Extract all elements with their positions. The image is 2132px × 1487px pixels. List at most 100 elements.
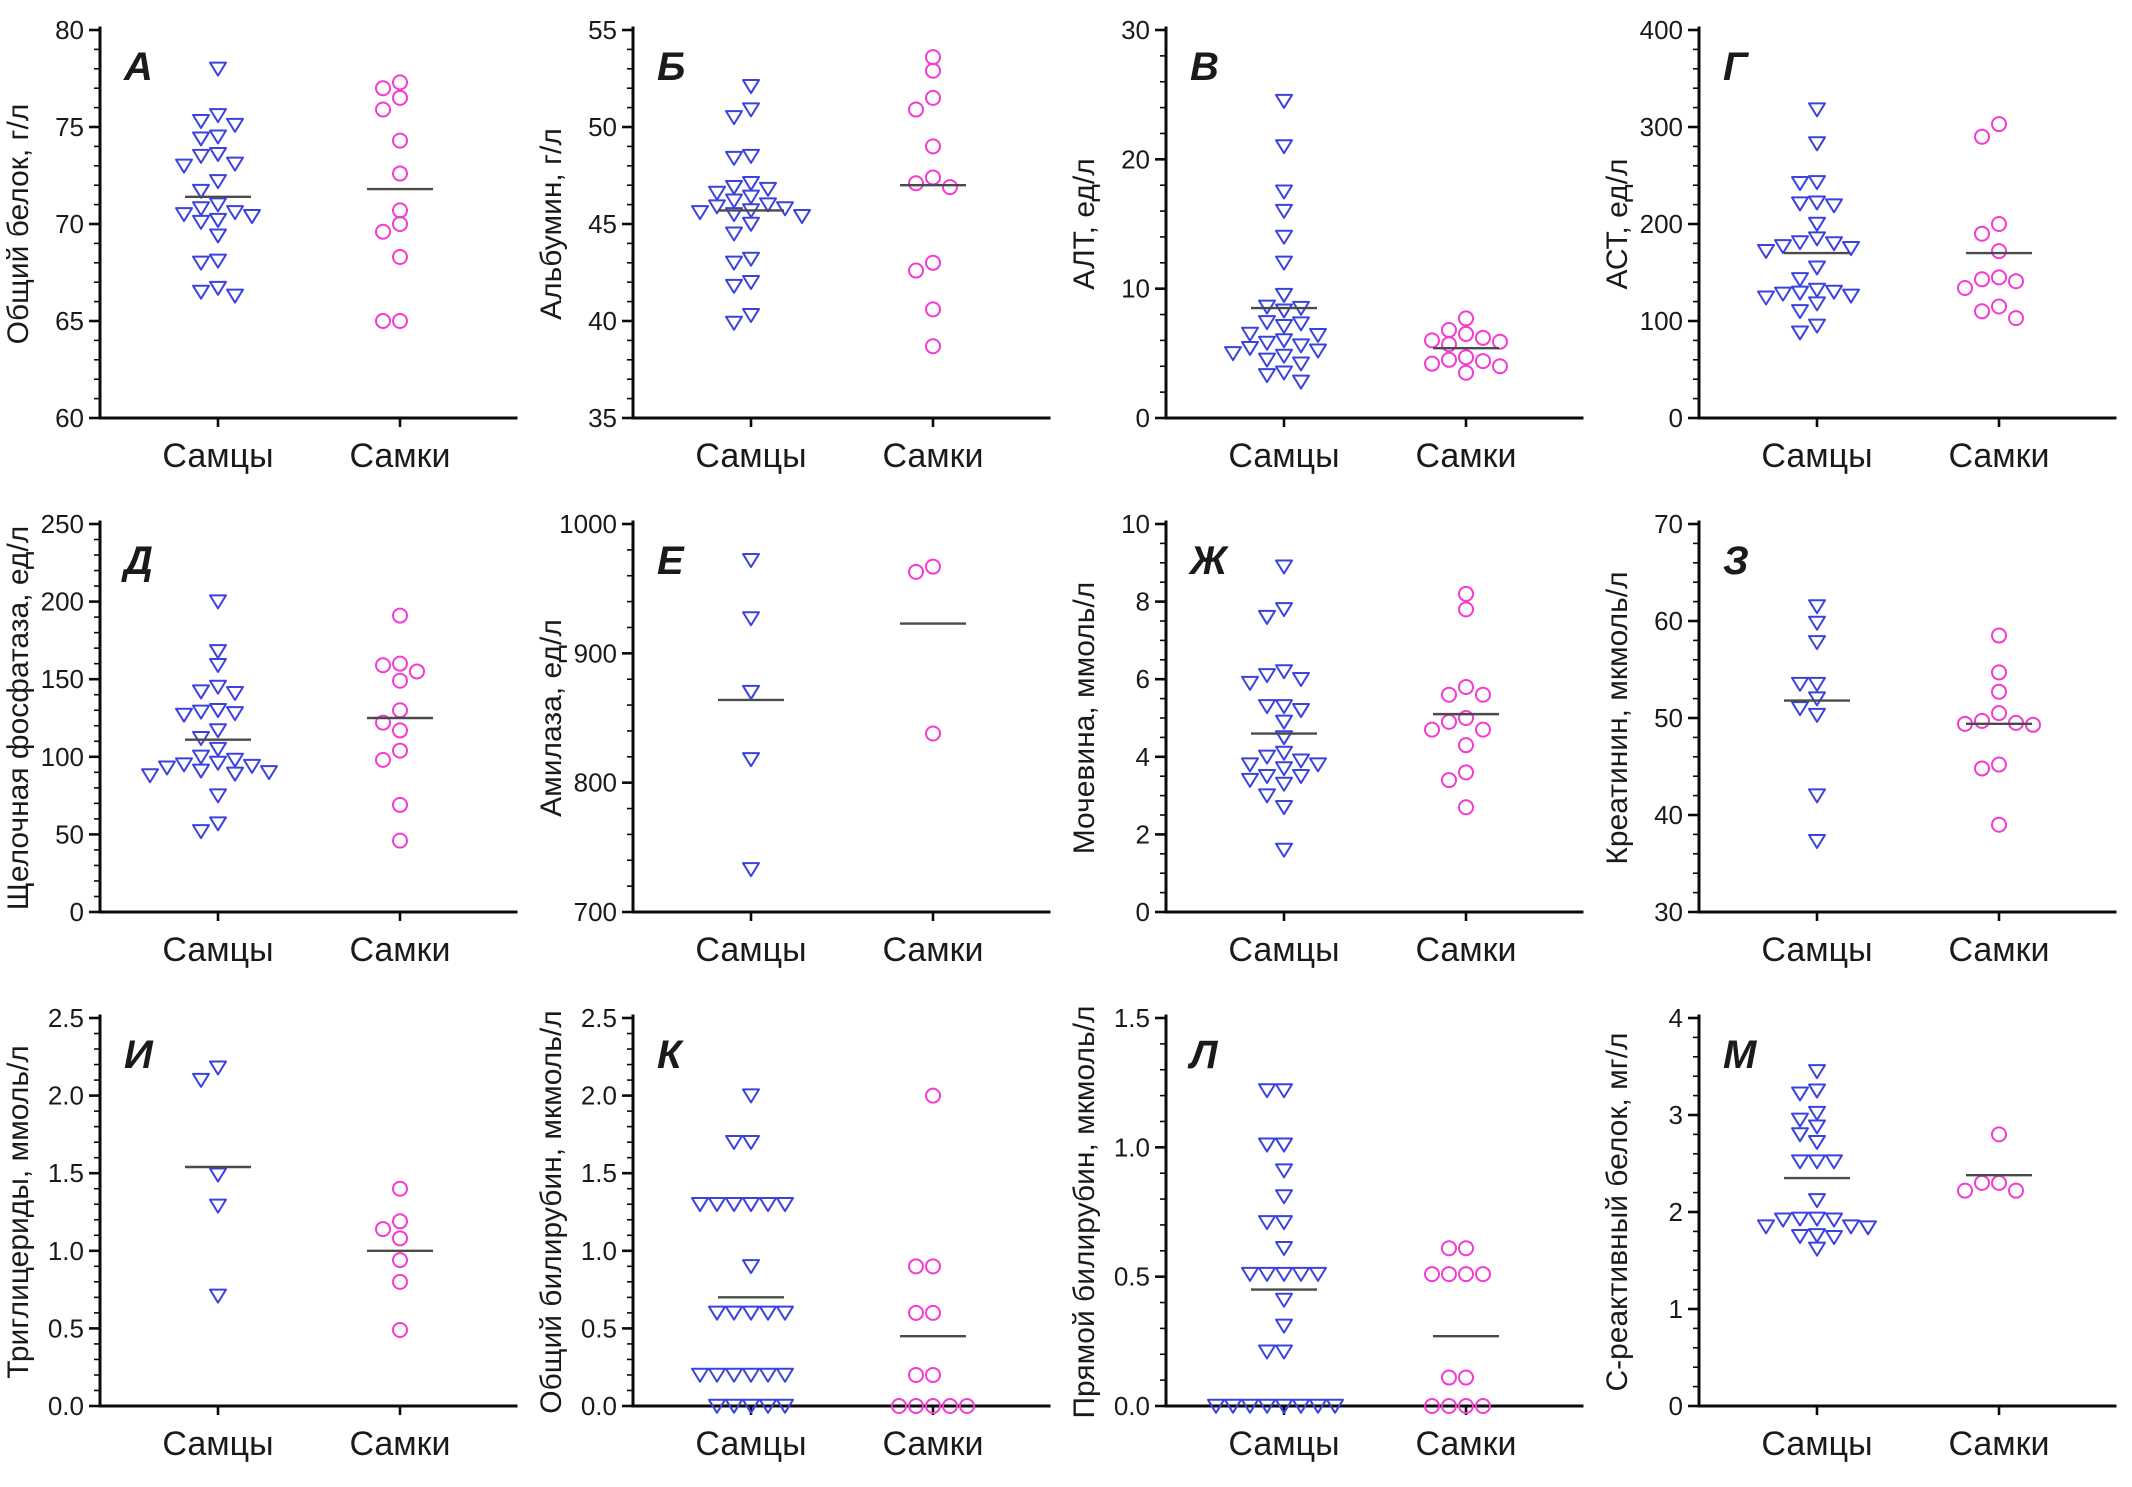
marker-triangle-down	[708, 1305, 726, 1321]
y-axis-title: Общий билирубин, мкмоль/л	[535, 1010, 568, 1414]
marker-triangle-down	[1224, 1398, 1242, 1414]
marker-triangle-down	[725, 110, 743, 126]
marker-triangle-down	[1275, 1398, 1293, 1414]
y-tick-label: 30	[1654, 897, 1683, 927]
marker-triangle-down	[1275, 800, 1293, 816]
series-females	[891, 1087, 975, 1414]
marker-circle	[942, 179, 958, 196]
y-tick-label: 1.0	[1114, 1132, 1150, 1162]
marker-circle	[1458, 585, 1474, 602]
marker-triangle-down	[209, 197, 227, 213]
marker-circle	[1475, 721, 1491, 738]
panel-letter: Ж	[1188, 539, 1229, 583]
marker-triangle-down	[1808, 691, 1826, 707]
marker-circle	[392, 1180, 408, 1197]
marker-triangle-down	[1258, 769, 1276, 784]
marker-triangle-down	[725, 255, 743, 271]
marker-triangle-down	[1275, 1083, 1293, 1099]
axes	[631, 1014, 1051, 1408]
y-axis-title: Альбумин, г/л	[535, 128, 568, 320]
y-tick-label: 1000	[559, 509, 617, 539]
marker-circle	[1991, 1126, 2007, 1143]
marker-triangle-down	[1241, 1266, 1259, 1282]
marker-circle	[2008, 1182, 2024, 1199]
y-axis-title: Прямой билирубин, мкмоль/л	[1068, 1006, 1101, 1419]
y-tick-label: 400	[1640, 15, 1683, 45]
marker-triangle-down	[1275, 1137, 1293, 1153]
y-tick-label: 0	[1669, 1391, 1683, 1421]
marker-triangle-down	[759, 181, 777, 197]
marker-circle	[392, 1213, 408, 1230]
marker-triangle-down	[759, 197, 777, 213]
marker-triangle-down	[776, 1398, 794, 1414]
marker-circle	[392, 1273, 408, 1290]
x-category-label-females: Самки	[882, 1425, 983, 1463]
marker-triangle-down	[1275, 365, 1293, 381]
y-tick-label: 40	[588, 306, 617, 336]
marker-triangle-down	[1791, 1112, 1809, 1128]
series-males	[1757, 102, 1860, 341]
marker-circle	[1458, 1266, 1474, 1283]
y-axis-title: Триглицериды, ммоль/л	[2, 1045, 35, 1379]
marker-triangle-down	[1275, 333, 1293, 349]
marker-triangle-down	[759, 1367, 777, 1383]
axes	[1697, 520, 2117, 914]
series-males	[141, 594, 278, 840]
marker-triangle-down	[209, 741, 227, 757]
marker-triangle-down	[742, 189, 760, 205]
marker-triangle-down	[1275, 93, 1293, 109]
marker-circle	[1991, 683, 2007, 700]
marker-triangle-down	[759, 1398, 777, 1414]
marker-circle	[1492, 358, 1508, 375]
x-category-label-males: Самцы	[1228, 437, 1339, 475]
marker-triangle-down	[192, 201, 210, 217]
marker-triangle-down	[1258, 788, 1276, 804]
marker-triangle-down	[742, 79, 760, 95]
y-tick-label: 20	[1121, 144, 1150, 174]
marker-circle	[908, 1304, 924, 1321]
series-males	[1757, 1064, 1877, 1257]
marker-triangle-down	[1275, 1241, 1293, 1257]
x-category-label-males: Самцы	[695, 1425, 806, 1463]
y-axis-minor-ticks	[1160, 523, 1166, 913]
marker-triangle-down	[1241, 757, 1259, 773]
panel-svg-Д: 0 50 100 150 200 250 Самцы Самки Щелочная фосфат…	[2, 509, 518, 969]
y-tick-label: 35	[588, 403, 617, 433]
marker-circle	[392, 672, 408, 689]
marker-triangle-down	[1258, 609, 1276, 625]
marker-circle	[1458, 737, 1474, 754]
panel-letter: Б	[657, 45, 685, 89]
marker-circle	[1475, 1266, 1491, 1283]
marker-triangle-down	[1808, 136, 1826, 152]
marker-triangle-down	[742, 216, 760, 232]
marker-triangle-down	[1808, 260, 1826, 276]
marker-triangle-down	[192, 113, 210, 129]
y-tick-label: 250	[41, 509, 84, 539]
y-tick-label: 60	[55, 403, 84, 433]
marker-circle	[908, 563, 924, 580]
marker-circle	[1424, 1266, 1440, 1283]
y-axis-major-ticks: 60 65 70 75 80	[55, 15, 100, 433]
marker-triangle-down	[226, 117, 244, 133]
marker-triangle-down	[1309, 328, 1327, 344]
marker-circle	[1957, 1182, 1973, 1199]
y-tick-label: 80	[55, 15, 84, 45]
marker-triangle-down	[175, 707, 193, 723]
marker-triangle-down	[1825, 1230, 1843, 1246]
marker-circle	[925, 1366, 941, 1383]
marker-circle	[1991, 756, 2007, 773]
panel-Е: 700 800 900 1000 Самцы Самки Амилаза, ед/л Е	[533, 494, 1066, 988]
marker-circle	[392, 132, 408, 149]
panel-Л: 0.0 0.5 1.0 1.5 Самцы Самки Прямой билирубин, …	[1066, 988, 1599, 1482]
marker-triangle-down	[209, 594, 227, 610]
marker-triangle-down	[1275, 745, 1293, 761]
marker-triangle-down	[1292, 1398, 1310, 1414]
series-males	[1207, 1083, 1344, 1414]
series-females	[375, 1180, 408, 1338]
marker-triangle-down	[742, 862, 760, 878]
marker-triangle-down	[742, 176, 760, 192]
marker-circle	[1458, 1369, 1474, 1386]
marker-triangle-down	[1275, 714, 1293, 730]
panel-svg-Г: 0 100 200 300 400 Самцы Самки АСТ, ед/л Г	[1601, 15, 2117, 475]
marker-triangle-down	[1275, 842, 1293, 858]
